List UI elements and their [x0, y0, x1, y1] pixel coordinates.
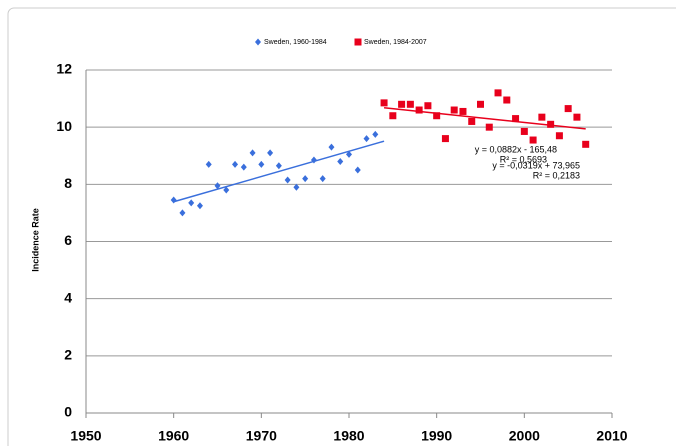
trend-equation: y = -0,0319x + 73,965 [492, 160, 580, 170]
y-tick-label: 10 [56, 118, 72, 134]
x-tick-label: 1950 [70, 428, 101, 444]
data-point [441, 135, 449, 143]
data-point [354, 166, 361, 174]
x-tick-label: 1980 [333, 428, 364, 444]
data-point [310, 156, 317, 164]
data-point [328, 143, 335, 151]
trend-r2: R² = 0,5693 [500, 154, 547, 164]
data-point [293, 183, 300, 191]
data-point [275, 162, 282, 170]
data-point [240, 163, 247, 171]
data-point [179, 209, 186, 217]
data-point [319, 175, 326, 183]
y-tick-label: 8 [64, 175, 72, 191]
x-tick-label: 1990 [421, 428, 452, 444]
legend-label: Sweden, 1960-1984 [264, 39, 327, 46]
data-point [547, 120, 555, 128]
trend-equation: y = 0,0882x - 165,48 [475, 144, 557, 154]
data-point [258, 160, 265, 168]
data-point [415, 106, 423, 114]
data-point [477, 100, 484, 108]
data-point [494, 89, 502, 97]
data-point [555, 132, 563, 140]
data-point [389, 112, 397, 120]
y-tick-label: 2 [64, 347, 72, 363]
data-point [503, 96, 511, 104]
legend-marker [354, 38, 362, 46]
y-tick-label: 4 [64, 289, 72, 305]
data-point [564, 105, 572, 113]
data-point [380, 99, 388, 107]
data-point [302, 175, 309, 183]
y-tick-label: 6 [64, 232, 72, 248]
data-point [459, 107, 467, 115]
y-tick-label: 0 [64, 404, 72, 420]
data-point [424, 102, 432, 110]
data-point [249, 149, 256, 157]
y-axis-label: Incidence Rate [30, 208, 40, 272]
legend-label: Sweden, 1984-2007 [364, 39, 427, 46]
data-point [573, 113, 581, 121]
data-point [267, 149, 274, 157]
data-point [398, 100, 406, 108]
data-point [346, 150, 352, 158]
data-point [223, 186, 230, 194]
data-point [372, 130, 379, 138]
data-point [363, 135, 370, 143]
data-point [337, 157, 344, 165]
legend-marker [255, 38, 261, 46]
x-tick-label: 2010 [596, 428, 627, 444]
data-point [232, 160, 239, 168]
chart-frame [7, 7, 676, 446]
data-point [485, 123, 493, 131]
y-tick-label: 12 [56, 61, 72, 77]
x-tick-label: 2000 [509, 428, 540, 444]
data-point [170, 196, 177, 204]
data-point [512, 115, 520, 123]
trend-r2: R² = 0,2183 [533, 170, 580, 180]
data-point [529, 136, 537, 144]
data-point [538, 113, 546, 121]
data-point [196, 202, 203, 210]
data-point [205, 160, 212, 168]
data-point [582, 140, 590, 148]
data-point [406, 100, 414, 108]
x-tick-label: 1960 [158, 428, 189, 444]
x-tick-label: 1970 [246, 428, 277, 444]
data-point [433, 112, 441, 120]
data-point [468, 117, 476, 125]
data-point [520, 127, 528, 135]
data-point [284, 176, 291, 184]
data-point [450, 106, 458, 114]
data-point [214, 182, 221, 190]
data-point [188, 199, 195, 207]
